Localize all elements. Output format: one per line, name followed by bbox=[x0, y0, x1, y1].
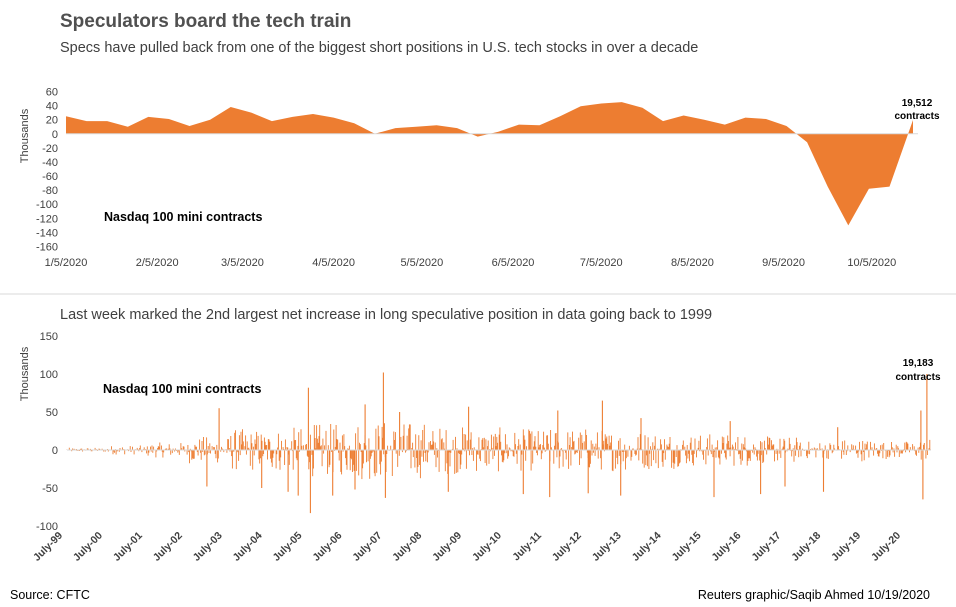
top-y-tick-label: -120 bbox=[36, 213, 58, 225]
top-x-tick-label: 6/5/2020 bbox=[492, 257, 535, 269]
top-x-tick-label: 5/5/2020 bbox=[400, 257, 443, 269]
top-y-tick-label: -160 bbox=[36, 242, 58, 254]
bottom-annotation-unit: contracts bbox=[895, 372, 940, 383]
bottom-chart-subtitle: Last week marked the 2nd largest net inc… bbox=[60, 307, 713, 323]
top-x-tick-label: 3/5/2020 bbox=[221, 257, 264, 269]
bottom-y-tick-label: 0 bbox=[52, 445, 58, 457]
top-x-tick-label: 9/5/2020 bbox=[762, 257, 805, 269]
bottom-annotation-value: 19,183 bbox=[903, 358, 934, 369]
bottom-x-tick-label: July-18 bbox=[789, 530, 823, 564]
bottom-x-tick-label: July-04 bbox=[231, 530, 265, 564]
bottom-y-tick-label: 100 bbox=[40, 369, 58, 381]
top-y-tick-label: -140 bbox=[36, 227, 58, 239]
chart-title: Speculators board the tech train bbox=[60, 11, 352, 32]
top-annotation-value: 19,512 bbox=[902, 98, 933, 109]
bottom-x-tick-label: July-16 bbox=[709, 530, 743, 564]
top-y-tick-label: -40 bbox=[42, 157, 58, 169]
top-y-tick-label: 40 bbox=[46, 101, 58, 113]
top-x-tick-label: 2/5/2020 bbox=[136, 257, 179, 269]
chart-subtitle: Specs have pulled back from one of the b… bbox=[60, 40, 699, 56]
bottom-x-tick-label: July-11 bbox=[510, 530, 544, 564]
top-x-tick-label: 8/5/2020 bbox=[671, 257, 714, 269]
top-y-tick-label: -60 bbox=[42, 171, 58, 183]
bottom-x-ticks: July-99 July-00 July-01 July-02 July-03 July-… bbox=[31, 530, 903, 564]
top-y-tick-label: -20 bbox=[42, 143, 58, 155]
top-area-chart: Thousands 60 40 20 0 -20 -40 -60 -80 -100 -120 -14… bbox=[19, 87, 940, 270]
bottom-x-tick-label: July-14 bbox=[630, 530, 664, 564]
bottom-y-tick-label: -100 bbox=[36, 521, 58, 533]
top-x-ticks: 1/5/2020 2/5/2020 3/5/2020 4/5/2020 5/5/2020… bbox=[45, 257, 897, 269]
bottom-x-tick-label: July-17 bbox=[749, 530, 783, 564]
bottom-x-tick-label: July-19 bbox=[829, 530, 863, 564]
bottom-x-tick-label: July-02 bbox=[151, 530, 185, 564]
bottom-x-tick-label: July-12 bbox=[550, 530, 584, 564]
top-x-tick-label: 10/5/2020 bbox=[847, 257, 896, 269]
bottom-x-tick-label: July-15 bbox=[670, 530, 704, 564]
source-note: Source: CFTC bbox=[10, 588, 90, 602]
bottom-y-ticks: 150 100 50 0 -50 -100 bbox=[36, 331, 58, 533]
bottom-y-tick-label: -50 bbox=[42, 483, 58, 495]
bottom-x-tick-label: July-10 bbox=[470, 530, 504, 564]
bottom-x-tick-label: July-99 bbox=[31, 530, 65, 564]
top-y-ticks: 60 40 20 0 -20 -40 -60 -80 -100 -120 -140 -160 bbox=[36, 87, 58, 254]
top-y-tick-label: 0 bbox=[52, 129, 58, 141]
credit-note: Reuters graphic/Saqib Ahmed 10/19/2020 bbox=[697, 588, 930, 602]
top-series-label: Nasdaq 100 mini contracts bbox=[104, 210, 262, 224]
top-annotation-unit: contracts bbox=[894, 111, 939, 122]
top-y-tick-label: 60 bbox=[46, 87, 58, 99]
bottom-x-tick-label: July-20 bbox=[869, 530, 903, 564]
top-x-tick-label: 7/5/2020 bbox=[580, 257, 623, 269]
top-y-tick-label: 20 bbox=[46, 115, 58, 127]
bottom-x-tick-label: July-03 bbox=[191, 530, 225, 564]
top-x-tick-label: 1/5/2020 bbox=[45, 257, 88, 269]
top-y-tick-label: -100 bbox=[36, 199, 58, 211]
bottom-x-tick-label: July-13 bbox=[590, 530, 624, 564]
bottom-series-label: Nasdaq 100 mini contracts bbox=[103, 382, 261, 396]
bottom-x-tick-label: July-07 bbox=[350, 530, 384, 564]
bottom-y-tick-label: 150 bbox=[40, 331, 58, 343]
bottom-x-tick-label: July-00 bbox=[71, 530, 105, 564]
bottom-x-tick-label: July-08 bbox=[390, 530, 424, 564]
top-y-tick-label: -80 bbox=[42, 185, 58, 197]
bottom-x-tick-label: July-01 bbox=[111, 530, 145, 564]
top-x-tick-label: 4/5/2020 bbox=[312, 257, 355, 269]
bottom-x-tick-label: July-05 bbox=[270, 530, 304, 564]
top-y-axis-label: Thousands bbox=[19, 108, 31, 163]
bottom-y-tick-label: 50 bbox=[46, 407, 58, 419]
bottom-x-tick-label: July-06 bbox=[310, 530, 344, 564]
bottom-y-axis-label: Thousands bbox=[19, 346, 31, 401]
top-area-series bbox=[66, 102, 913, 226]
bottom-x-tick-label: July-09 bbox=[430, 530, 464, 564]
